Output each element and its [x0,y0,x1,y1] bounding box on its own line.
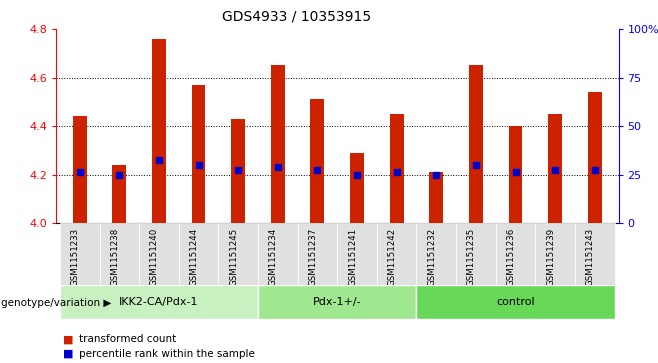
Text: GSM1151235: GSM1151235 [467,228,476,286]
Bar [231,119,245,223]
FancyBboxPatch shape [417,285,615,319]
Text: Pdx-1+/-: Pdx-1+/- [313,297,361,307]
Point [550,167,561,173]
Point [510,170,520,175]
Text: percentile rank within the sample: percentile rank within the sample [79,349,255,359]
Text: ■: ■ [63,334,73,344]
Text: GSM1151245: GSM1151245 [229,228,238,286]
Bar [73,117,87,223]
Bar [152,39,166,223]
Bar [350,153,364,223]
Point [154,157,164,163]
FancyBboxPatch shape [338,223,377,285]
Text: GSM1151238: GSM1151238 [111,228,119,286]
FancyBboxPatch shape [60,223,99,285]
Point [431,172,442,178]
Bar [311,99,324,223]
FancyBboxPatch shape [297,223,338,285]
Text: control: control [496,297,535,307]
Point [392,170,402,175]
Point [312,167,322,173]
Text: GSM1151240: GSM1151240 [150,228,159,286]
Bar [271,65,285,223]
FancyBboxPatch shape [417,223,456,285]
Text: genotype/variation ▶: genotype/variation ▶ [1,298,112,308]
FancyBboxPatch shape [139,223,179,285]
FancyBboxPatch shape [258,223,297,285]
FancyBboxPatch shape [575,223,615,285]
Point [114,172,124,178]
Bar [548,114,562,223]
FancyBboxPatch shape [456,223,495,285]
Point [470,162,481,168]
FancyBboxPatch shape [495,223,536,285]
Point [590,167,600,173]
Bar [588,92,601,223]
Point [272,164,283,170]
Text: transformed count: transformed count [79,334,176,344]
Text: GSM1151233: GSM1151233 [70,228,80,286]
FancyBboxPatch shape [536,223,575,285]
Bar [469,65,483,223]
Text: GSM1151236: GSM1151236 [507,228,515,286]
Text: GSM1151232: GSM1151232 [427,228,436,286]
Text: GSM1151239: GSM1151239 [546,228,555,286]
FancyBboxPatch shape [60,285,258,319]
Bar [509,126,522,223]
Point [352,172,363,178]
Text: GDS4933 / 10353915: GDS4933 / 10353915 [222,9,370,23]
Point [74,170,85,175]
Text: GSM1151237: GSM1151237 [309,228,317,286]
FancyBboxPatch shape [179,223,218,285]
Bar [390,114,403,223]
Text: GSM1151243: GSM1151243 [586,228,595,286]
Bar [429,172,443,223]
Point [233,167,243,173]
Point [193,162,204,168]
Text: GSM1151234: GSM1151234 [269,228,278,286]
Bar [113,165,126,223]
FancyBboxPatch shape [377,223,417,285]
Text: GSM1151242: GSM1151242 [388,228,397,286]
FancyBboxPatch shape [99,223,139,285]
FancyBboxPatch shape [258,285,417,319]
Text: GSM1151244: GSM1151244 [190,228,199,286]
Text: IKK2-CA/Pdx-1: IKK2-CA/Pdx-1 [119,297,199,307]
Bar [191,85,205,223]
FancyBboxPatch shape [218,223,258,285]
Text: ■: ■ [63,349,73,359]
Text: GSM1151241: GSM1151241 [348,228,357,286]
